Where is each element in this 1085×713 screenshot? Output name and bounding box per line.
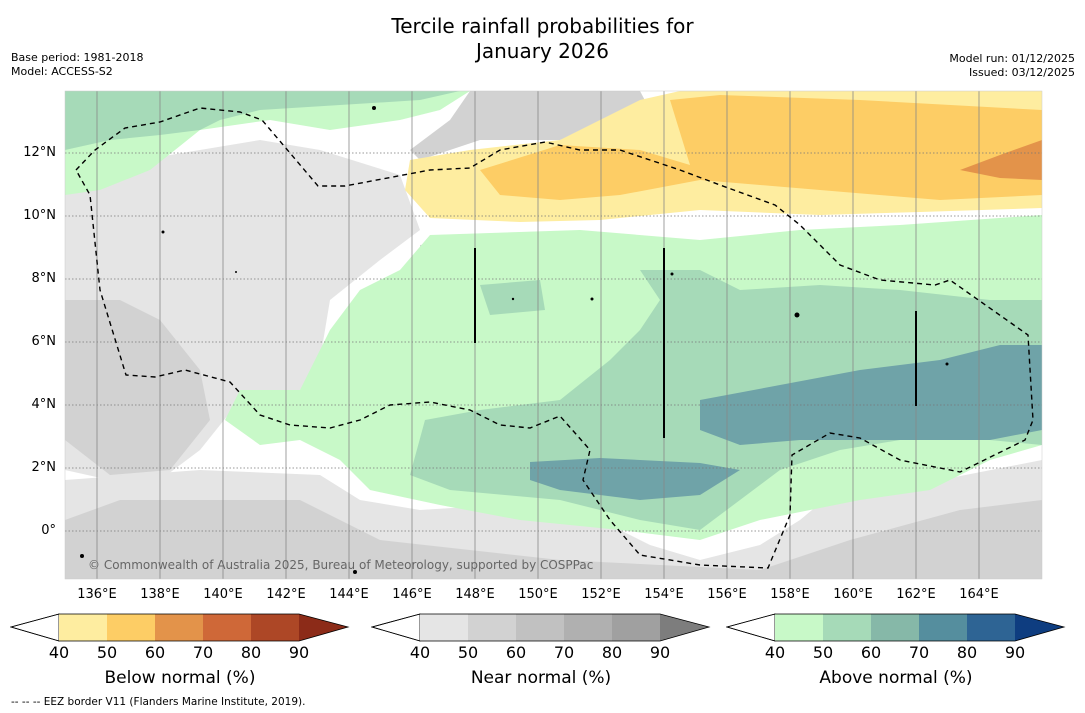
lon-label: 156°E (707, 587, 747, 602)
lat-label: 8°N (31, 271, 57, 286)
above-normal-title: Above normal (%) (819, 668, 973, 688)
colorbar-tick: 40 (409, 643, 431, 662)
below-normal-title: Below normal (%) (104, 668, 256, 688)
base-period: Base period: 1981-2018 (11, 51, 144, 64)
lon-label: 154°E (644, 587, 684, 602)
lon-label: 136°E (77, 587, 117, 602)
below-normal-colorbar (10, 613, 350, 642)
above-normal-north-core (65, 91, 460, 150)
map-fields (65, 91, 1042, 579)
colorbar-tick: 70 (192, 643, 214, 662)
near-normal-west-core (65, 300, 210, 475)
colorbar-high-arrow (299, 614, 348, 641)
above-normal-strong-east (700, 345, 1042, 445)
colorbar-bin (775, 614, 823, 641)
colorbar-bin (59, 614, 107, 641)
issued-date: Issued: 03/12/2025 (968, 66, 1075, 79)
colorbar-bin (516, 614, 564, 641)
eez-legend-note: -- -- -- EEZ border V11 (Flanders Marine… (11, 696, 306, 708)
model-name: Model: ACCESS-S2 (11, 65, 113, 78)
island-chains (474, 248, 917, 438)
above-normal-colorbar (726, 613, 1066, 642)
colorbar-high-arrow (660, 614, 709, 641)
near-normal-colorbar (371, 613, 711, 642)
colorbar-high-arrow (1015, 614, 1064, 641)
lon-label: 148°E (455, 587, 495, 602)
lon-label: 146°E (392, 587, 432, 602)
lon-label: 152°E (581, 587, 621, 602)
colorbar-tick: 40 (48, 643, 70, 662)
above-normal-patch-a (480, 280, 545, 315)
colorbar-tick: 60 (505, 643, 527, 662)
lat-label: 2°N (31, 460, 57, 475)
near-normal-north (410, 91, 650, 160)
colorbar-low-arrow (726, 613, 776, 642)
island-dots (80, 106, 949, 574)
lat-label: 4°N (31, 397, 57, 412)
run-info: Model run: 01/12/2025 Issued: 03/12/2025 (949, 52, 1075, 80)
colorbar-bin (871, 614, 919, 641)
title-line-1: Tercile rainfall probabilities for (391, 14, 694, 38)
colorbar-bin (468, 614, 516, 641)
lat-label: 10°N (23, 208, 56, 223)
title-line-2: January 2026 (475, 39, 610, 63)
eez-border (75, 107, 1034, 569)
colorbar-low-arrow (10, 613, 60, 642)
model-run: Model run: 01/12/2025 (949, 52, 1075, 65)
colorbar-tick: 70 (908, 643, 930, 662)
base-info: Base period: 1981-2018 Model: ACCESS-S2 (11, 51, 143, 79)
colorbar-tick: 60 (144, 643, 166, 662)
colorbar-bin (823, 614, 871, 641)
lon-label: 138°E (140, 587, 180, 602)
colorbar-tick: 90 (1004, 643, 1026, 662)
colorbar-tick: 50 (457, 643, 479, 662)
colorbar-bin (203, 614, 251, 641)
lat-label: 0° (41, 523, 56, 538)
colorbar-tick: 80 (240, 643, 262, 662)
copyright-notice: © Commonwealth of Australia 2025, Bureau… (88, 558, 594, 572)
colorbar-bin (564, 614, 612, 641)
above-normal-strong-south (530, 458, 740, 500)
lon-label: 158°E (770, 587, 810, 602)
lon-label: 150°E (518, 587, 558, 602)
below-normal-core (480, 95, 1042, 200)
colorbar-bin (107, 614, 155, 641)
colorbar-tick: 90 (288, 643, 310, 662)
lon-label: 144°E (329, 587, 369, 602)
colorbar-bin (612, 614, 660, 641)
colorbar-bin (967, 614, 1015, 641)
colorbar-tick: 40 (764, 643, 786, 662)
lon-label: 162°E (896, 587, 936, 602)
colorbar-low-arrow (371, 613, 421, 642)
colorbar-tick: 50 (812, 643, 834, 662)
lon-label: 164°E (959, 587, 999, 602)
colorbar-bin (251, 614, 299, 641)
colorbar-tick: 50 (96, 643, 118, 662)
colorbar-tick: 60 (860, 643, 882, 662)
map-frame (64, 90, 1043, 580)
lon-label: 160°E (833, 587, 873, 602)
lon-label: 142°E (266, 587, 306, 602)
lat-label: 6°N (31, 334, 57, 349)
map-title: Tercile rainfall probabilities for Janua… (0, 14, 1085, 64)
colorbar-bin (155, 614, 203, 641)
near-normal-title: Near normal (%) (470, 668, 612, 688)
lat-label: 12°N (23, 145, 56, 160)
colorbar-tick: 80 (601, 643, 623, 662)
colorbar-bin (420, 614, 468, 641)
lon-label: 140°E (203, 587, 243, 602)
below-normal-strong (960, 140, 1042, 180)
colorbar-tick: 90 (649, 643, 671, 662)
colorbar-bin (919, 614, 967, 641)
colorbar-tick: 80 (956, 643, 978, 662)
near-normal-south-core (65, 500, 1042, 579)
colorbar-tick: 70 (553, 643, 575, 662)
